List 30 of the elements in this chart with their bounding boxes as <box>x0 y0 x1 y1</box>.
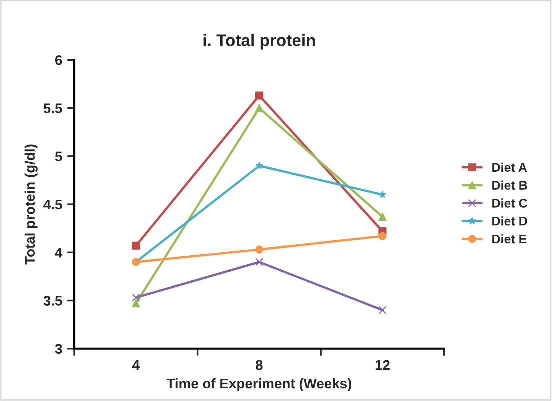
point <box>255 246 264 254</box>
point <box>378 213 387 222</box>
chart-title: i. Total protein <box>204 34 316 50</box>
legend-label: Diet C <box>492 198 528 208</box>
y-tick-label: 6 <box>56 55 62 66</box>
x-tick-label: 8 <box>256 360 263 370</box>
point <box>378 232 387 240</box>
point <box>132 294 140 302</box>
x-tick-label: 4 <box>132 360 140 370</box>
y-tick-label: 5.5 <box>44 104 62 114</box>
y-tick-label: 3 <box>55 344 62 354</box>
point <box>255 92 264 100</box>
y-tick-label: 4 <box>55 248 63 258</box>
point <box>378 190 387 198</box>
point <box>255 258 264 266</box>
x-tick-label: 12 <box>376 360 390 370</box>
y-tick-label: 4.5 <box>44 200 62 210</box>
legend-label: Diet B <box>492 180 528 190</box>
legend-label: Diet A <box>492 162 528 172</box>
y-axis-title: Total protein (g/dl) <box>24 144 38 265</box>
point <box>132 242 140 250</box>
point <box>255 104 264 112</box>
x-axis-title: Time of Experiment (Weeks) <box>166 378 352 392</box>
legend-label: Diet D <box>492 216 528 226</box>
point <box>256 162 264 170</box>
y-tick-label: 5 <box>55 152 62 162</box>
legend-label: Diet E <box>492 234 527 244</box>
point <box>132 300 140 308</box>
y-tick-label: 3.5 <box>44 296 62 306</box>
point <box>378 306 387 314</box>
